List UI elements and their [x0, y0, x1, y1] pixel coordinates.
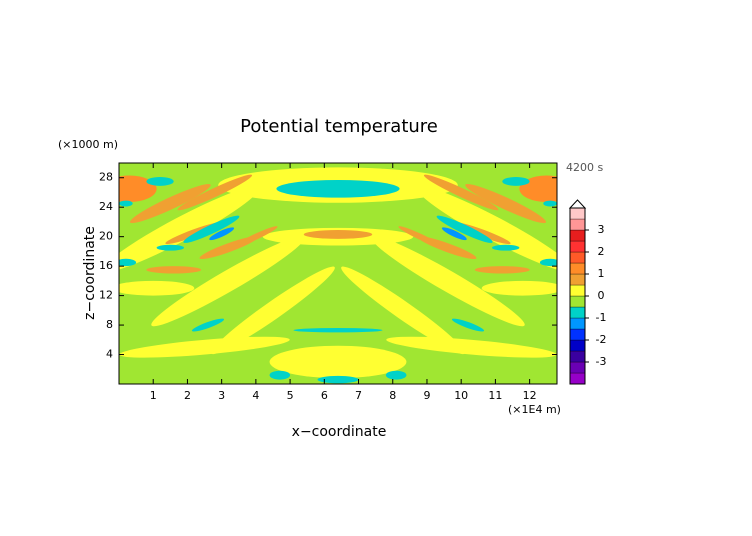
contour-region — [234, 226, 278, 248]
contour-region — [119, 280, 195, 296]
contour-region — [398, 226, 442, 248]
x-tick-label: 8 — [389, 389, 396, 402]
contour-region — [341, 266, 465, 355]
x-tick-label: 6 — [321, 389, 328, 402]
colorbar-segment — [569, 240, 586, 253]
contour-region — [146, 266, 202, 274]
x-tick-label: 3 — [218, 389, 225, 402]
contour-region — [474, 266, 530, 274]
y-tick-label: 16 — [99, 259, 113, 272]
contour-region — [151, 235, 306, 327]
colorbar-arrow — [568, 199, 587, 209]
contour-region — [211, 266, 335, 355]
contour-region — [539, 258, 557, 267]
contour-region — [465, 183, 547, 224]
colorbar-tick-label: 1 — [598, 267, 605, 280]
colorbar-tick-label: 0 — [598, 289, 605, 302]
colorbar-segment — [569, 339, 586, 352]
contour-region — [385, 370, 407, 380]
contour-region — [491, 244, 520, 251]
colorbar-segment — [569, 251, 586, 264]
contour-region — [119, 186, 260, 273]
colorbar-tick-label: 2 — [598, 245, 605, 258]
y-tick-label: 4 — [106, 348, 113, 361]
contour-region — [209, 227, 235, 241]
y-tick-label: 12 — [99, 289, 113, 302]
contour-region — [370, 235, 525, 327]
colorbar-segment — [569, 229, 586, 242]
colorbar-tick-label: -3 — [596, 355, 607, 368]
colorbar-tick-label: -2 — [596, 333, 607, 346]
colorbar-segment — [569, 372, 586, 385]
x-unit: (×1E4 m) — [508, 403, 561, 416]
x-tick-label: 2 — [184, 389, 191, 402]
contour-region — [293, 328, 383, 333]
contour-region — [451, 318, 485, 332]
contour-region — [481, 280, 557, 296]
contour-region — [416, 186, 557, 273]
y-tick-label: 24 — [99, 200, 113, 213]
colorbar-segment — [569, 262, 586, 275]
colorbar-segment — [569, 350, 586, 363]
contour-region — [543, 200, 557, 207]
colorbar-segment — [569, 361, 586, 374]
contour-region — [269, 370, 291, 380]
contour-region — [441, 227, 467, 241]
colorbar-tick-label: -1 — [596, 311, 607, 324]
colorbar-segment — [569, 295, 586, 308]
contour-region — [156, 244, 185, 251]
contour-region — [436, 215, 493, 243]
y-tick-label: 20 — [99, 230, 113, 243]
time-label: 4200 s — [566, 161, 603, 174]
contour-region — [183, 215, 240, 243]
contour-region — [191, 318, 225, 332]
contour-field — [119, 163, 557, 384]
contour-region — [276, 179, 400, 198]
plot-frame — [118, 162, 558, 385]
x-tick-label: 5 — [287, 389, 294, 402]
chart-title: Potential temperature — [240, 116, 438, 137]
contour-region — [303, 230, 373, 239]
y-unit: (×1000 m) — [58, 138, 118, 151]
contour-region — [119, 258, 137, 267]
x-tick-label: 11 — [488, 389, 502, 402]
contour-region — [177, 174, 253, 211]
x-tick-label: 10 — [454, 389, 468, 402]
x-axis-label: x−coordinate — [292, 424, 387, 440]
x-tick-label: 7 — [355, 389, 362, 402]
y-axis-label: z−coordinate — [82, 226, 98, 320]
colorbar-segment — [569, 273, 586, 286]
contour-region — [502, 176, 530, 186]
x-tick-label: 4 — [252, 389, 259, 402]
x-tick-label: 12 — [523, 389, 537, 402]
contour-region — [119, 336, 290, 358]
colorbar-segment — [569, 284, 586, 297]
colorbar-segment — [569, 317, 586, 330]
colorbar-tick-label: 3 — [598, 223, 605, 236]
colorbar-segment — [569, 218, 586, 231]
contour-region — [269, 345, 407, 379]
colorbar-segment — [569, 207, 586, 220]
contour-region — [317, 375, 359, 384]
y-tick-label: 8 — [106, 318, 113, 331]
contour-region — [146, 176, 174, 186]
contour-region — [119, 200, 133, 207]
colorbar-segment — [569, 328, 586, 341]
y-tick-label: 28 — [99, 171, 113, 184]
x-tick-label: 1 — [150, 389, 157, 402]
x-tick-label: 9 — [423, 389, 430, 402]
colorbar-segment — [569, 306, 586, 319]
contour-region — [386, 336, 557, 358]
contour-region — [423, 174, 499, 211]
contour-region — [129, 183, 211, 224]
